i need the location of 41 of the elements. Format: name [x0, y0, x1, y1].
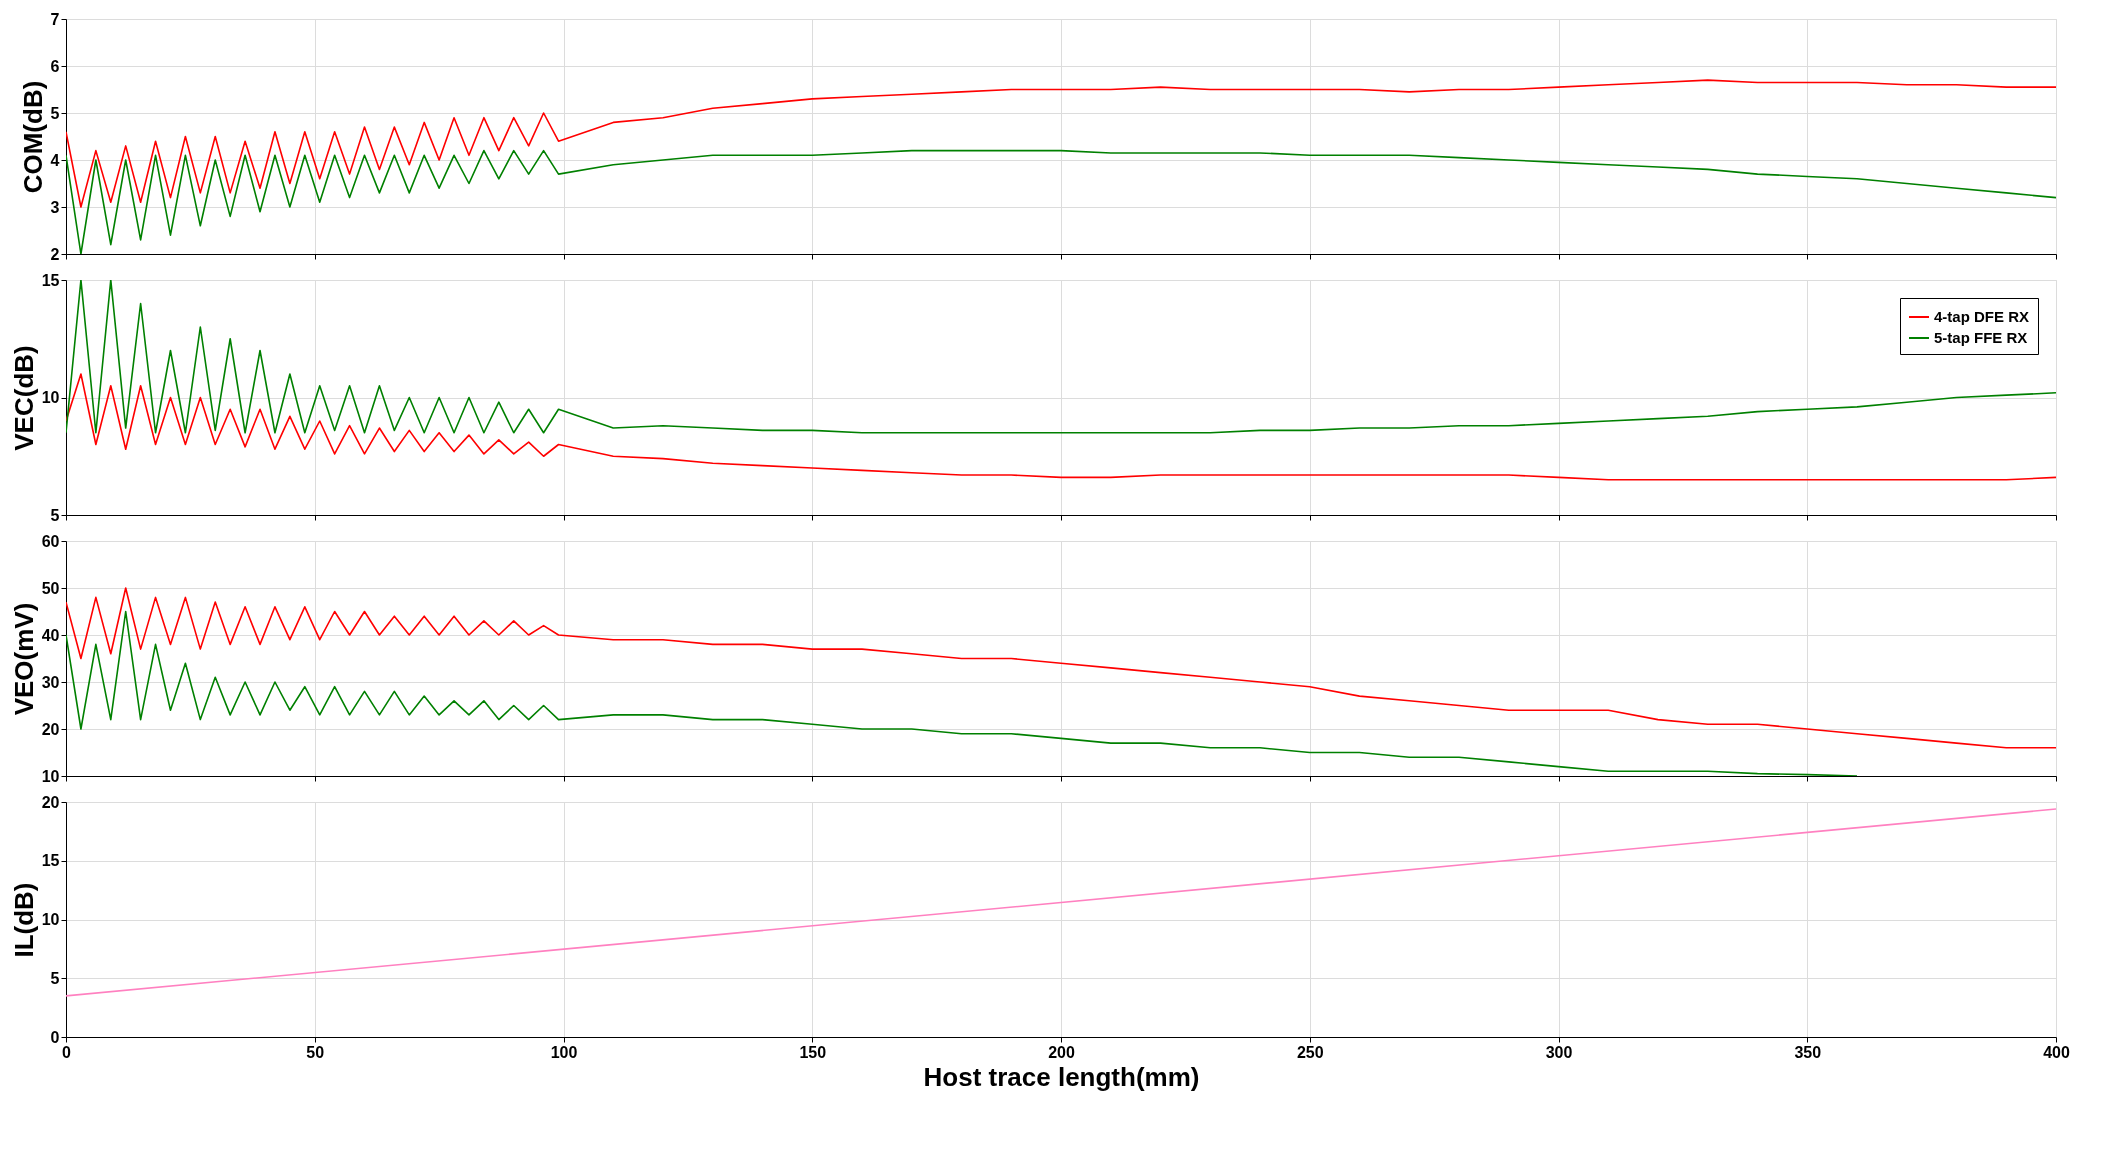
line-series — [66, 373, 2056, 481]
x-axis-title: Host trace length(mm) — [923, 1061, 1200, 1092]
y-tick-label: 4 — [50, 151, 60, 169]
y-tick-label: 7 — [50, 10, 60, 28]
y-axis-title: VEC(dB) — [8, 345, 39, 451]
legend-label: 5-tap FFE RX — [1934, 329, 2028, 346]
x-tick-label: 400 — [2043, 1043, 2070, 1061]
x-tick-label: 0 — [62, 1043, 72, 1061]
y-tick-label: 40 — [41, 626, 60, 644]
line-series — [66, 280, 2056, 434]
y-tick-label: 0 — [50, 1028, 60, 1046]
y-axis-title: COM(dB) — [17, 80, 48, 194]
y-tick-label: 2 — [50, 245, 60, 263]
x-tick-label: 350 — [1794, 1043, 1822, 1061]
y-tick-label: 60 — [41, 532, 60, 550]
y-tick-label: 15 — [41, 271, 60, 289]
line-series — [66, 79, 2056, 208]
x-tick-label: 100 — [550, 1043, 578, 1061]
y-tick-label: 10 — [41, 911, 60, 928]
y-tick-label: 10 — [41, 389, 60, 406]
x-tick-label: 300 — [1545, 1043, 1573, 1061]
y-tick-label: 20 — [41, 720, 60, 738]
y-tick-label: 3 — [50, 198, 60, 216]
x-tick-label: 200 — [1048, 1043, 1075, 1061]
y-axis-title: VEO(mV) — [8, 602, 39, 716]
x-tick-label: 50 — [306, 1043, 325, 1061]
line-series — [66, 587, 2056, 749]
y-tick-label: 20 — [41, 793, 60, 811]
legend-label: 4-tap DFE RX — [1934, 308, 2030, 325]
x-tick-label: 250 — [1296, 1043, 1324, 1061]
y-tick-label: 10 — [41, 767, 60, 785]
y-tick-label: 6 — [50, 57, 60, 75]
y-tick-label: 5 — [50, 104, 60, 122]
y-tick-label: 50 — [41, 579, 60, 597]
y-tick-label: 5 — [50, 506, 60, 524]
y-tick-label: 5 — [50, 969, 60, 987]
y-axis-title: IL(dB) — [8, 882, 39, 958]
y-tick-label: 30 — [41, 673, 60, 691]
line-series — [66, 610, 1858, 776]
x-tick-label: 150 — [799, 1043, 827, 1061]
y-tick-label: 15 — [41, 852, 60, 870]
